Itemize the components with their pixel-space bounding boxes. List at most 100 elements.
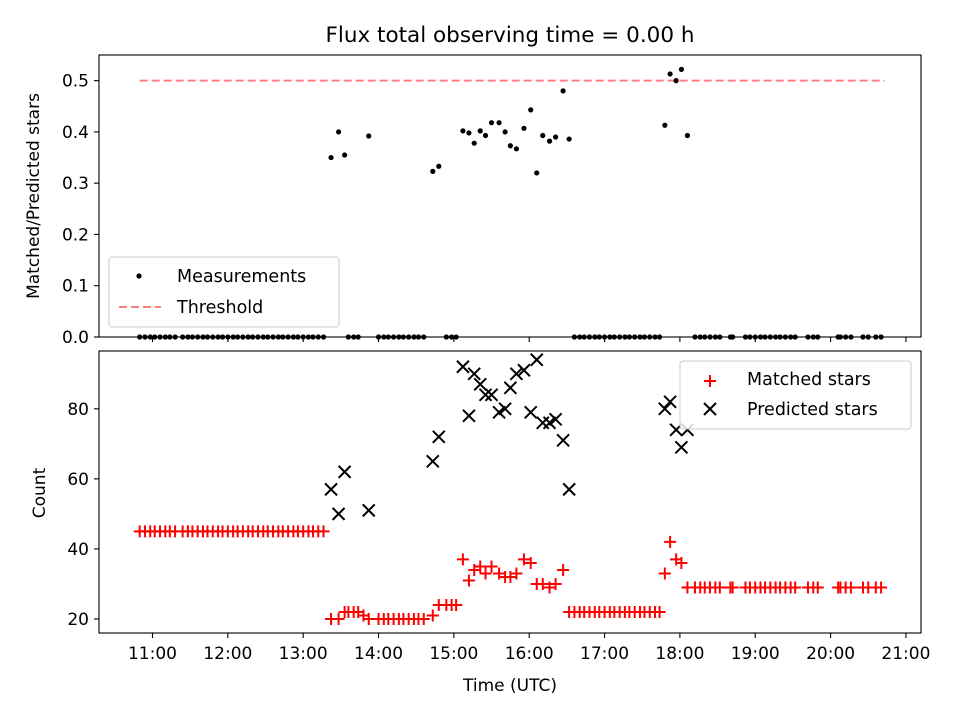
measurement-point [507, 143, 513, 149]
matched-star-point [474, 560, 487, 573]
x-tick-label: 21:00 [881, 644, 930, 664]
measurement-point [328, 154, 334, 161]
matched-star-point [844, 581, 857, 594]
measurement-point [528, 107, 534, 113]
matched-star-point [536, 577, 549, 590]
measurement-point [662, 122, 668, 128]
measurement-point [667, 71, 673, 77]
matched-star-point [493, 567, 506, 580]
predicted-star-point [674, 440, 689, 455]
measurement-point [678, 66, 685, 72]
matched-star-point [317, 525, 330, 538]
ratio-y-tick-label: 0.1 [62, 277, 89, 297]
predicted-star-point [337, 465, 352, 479]
measurement-point [366, 133, 372, 139]
x-tick-label: 19:00 [731, 644, 780, 664]
matched-star-point [524, 556, 537, 569]
predicted-star-point [524, 405, 538, 420]
predicted-star-point [503, 381, 518, 395]
measurement-point [513, 146, 520, 152]
matched-star-point [450, 598, 463, 611]
predicted-star-point [498, 402, 512, 416]
predicted-star-point [663, 395, 677, 409]
measurement-point [471, 140, 477, 146]
count-panel: 20 40 60 80 11:00 12:00 13:00 14:00 15:00 16:00 17… [67, 350, 930, 664]
count-legend: Matched stars Predicted stars [679, 360, 912, 430]
count-y-tick-label: 80 [67, 400, 89, 420]
predicted-star-point [562, 482, 576, 497]
matched-star-point [664, 535, 677, 548]
count-y-axis-label: Count [30, 467, 50, 518]
matched-star-point [653, 605, 666, 618]
matched-star-point [713, 581, 726, 594]
predicted-star-point [542, 416, 557, 430]
legend-predicted-label: Predicted stars [747, 400, 878, 420]
predicted-star-point [324, 482, 338, 497]
x-tick-label: 15:00 [429, 644, 478, 664]
measurement-point [335, 129, 342, 135]
measurement-point [477, 128, 483, 134]
predicted-star-point [484, 388, 499, 402]
predicted-star-point [556, 433, 570, 448]
matched-star-point [456, 553, 469, 566]
matched-star-point [468, 563, 481, 576]
ratio-legend-box [108, 256, 340, 328]
matched-star-point [789, 581, 802, 594]
legend-measurements-label: Measurements [177, 267, 306, 287]
matched-star-point [426, 609, 439, 622]
chart-title: Flux total observing time = 0.00 h [326, 23, 695, 48]
matched-star-point [510, 567, 523, 580]
measurement-point [673, 78, 679, 84]
measurement-point [466, 130, 472, 136]
measurement-point [342, 152, 348, 158]
count-y-tick-label: 60 [67, 470, 89, 490]
matched-star-point [811, 581, 824, 594]
measurement-point [436, 163, 442, 169]
x-tick-label: 18:00 [655, 644, 704, 664]
measurement-point [502, 129, 508, 135]
matched-star-point [543, 581, 556, 594]
measurement-point [460, 128, 466, 134]
matched-star-point [875, 581, 888, 594]
predicted-star-point [530, 353, 544, 367]
legend-threshold-label: Threshold [176, 298, 263, 318]
matched-star-point [332, 612, 345, 625]
count-y-tick-label: 20 [67, 610, 89, 630]
matched-star-point [557, 563, 570, 576]
x-tick-label: 17:00 [580, 644, 629, 664]
measurement-point [521, 125, 527, 131]
legend-matched-marker [704, 375, 716, 387]
ratio-y-tick-label: 0.0 [62, 328, 89, 348]
count-plot-area [133, 353, 888, 625]
count-y-tick-label: 40 [67, 540, 89, 560]
matched-star-point [517, 553, 530, 566]
matched-star-point [658, 567, 671, 580]
count-axis-ticks: 20 40 60 80 11:00 12:00 13:00 14:00 15:00 16:00 17… [67, 400, 930, 664]
predicted-star-point [548, 412, 563, 427]
measurement-point [482, 132, 489, 139]
ratio-y-tick-label: 0.3 [62, 174, 89, 194]
matched-star-point [462, 574, 475, 587]
count-legend-box [679, 360, 912, 430]
measurement-point [534, 170, 540, 176]
x-tick-label: 14:00 [354, 644, 403, 664]
measurement-point [560, 88, 566, 94]
ratio-axes-frame [98, 54, 922, 338]
matched-star-point [485, 560, 498, 573]
x-tick-label: 13:00 [279, 644, 328, 664]
ratio-y-tick-label: 0.5 [62, 72, 89, 92]
predicted-star-point [509, 367, 524, 381]
predicted-star-point [478, 388, 493, 402]
matched-star-point [504, 570, 517, 583]
measurement-point [430, 168, 436, 174]
ratio-axis-ticks: 0.0 0.1 0.2 0.3 0.4 0.5 [62, 72, 907, 348]
legend-measurements-marker [136, 273, 142, 279]
predicted-star-point [362, 503, 376, 518]
ratio-panel: 0.0 0.1 0.2 0.3 0.4 0.5 [62, 54, 922, 348]
x-tick-label: 12:00 [203, 644, 252, 664]
predicted-star-point [426, 454, 440, 469]
ratio-y-tick-label: 0.4 [62, 123, 89, 143]
matched-star-point [726, 581, 739, 594]
matched-star-point [549, 577, 562, 590]
